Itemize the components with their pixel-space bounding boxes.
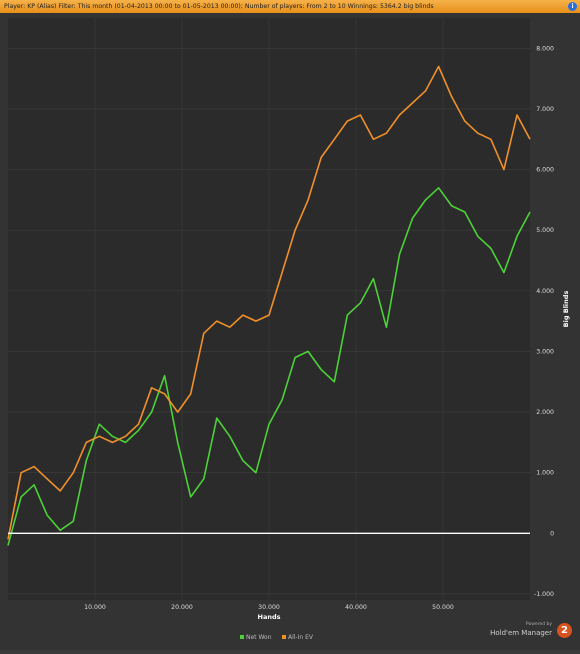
y-tick-label: 4.000: [536, 288, 554, 295]
legend-label: Net Won: [246, 634, 272, 641]
x-axis-label: Hands: [258, 613, 281, 621]
x-tick-label: 10.000: [84, 604, 106, 611]
y-tick-label: 2.000: [536, 409, 554, 416]
y-tick-label: 7.000: [536, 106, 554, 113]
y-tick-label: 0: [550, 530, 554, 537]
info-icon[interactable]: i: [568, 2, 577, 11]
legend: Net Won All-In EV: [240, 634, 314, 641]
brand-name: Hold'em Manager: [490, 629, 552, 637]
grid: [8, 18, 530, 600]
chart-area: -1.000 0 1.000 2.000 3.000 4.000 5.000 6.000 7.0…: [0, 13, 580, 650]
series-line-all-in-ev: [7, 65, 531, 540]
x-tick-label: 30.000: [258, 604, 280, 611]
y-tick-label: 8.000: [536, 45, 554, 52]
graph-svg: -1.000 0 1.000 2.000 3.000 4.000 5.000 6.000 7.0…: [7, 18, 570, 641]
x-tick-label: 20.000: [171, 604, 193, 611]
powered-by-text: Powered by: [525, 622, 552, 627]
legend-label: All-In EV: [288, 634, 314, 641]
branding: Powered by Hold'em Manager 2: [482, 622, 572, 644]
x-axis-ticks: 10.000 20.000 30.000 40.000 50.000: [84, 604, 454, 611]
y-tick-label: 1.000: [536, 470, 554, 477]
x-tick-label: 40.000: [345, 604, 367, 611]
page-title: Player: KP (Alias) Filter: This month (0…: [4, 3, 434, 10]
hem2-logo-icon: 2: [557, 623, 572, 638]
header-bar: Player: KP (Alias) Filter: This month (0…: [0, 0, 580, 13]
series-line-net-won: [7, 187, 531, 546]
y-tick-label: 3.000: [536, 348, 554, 355]
y-tick-label: -1.000: [534, 591, 554, 598]
y-axis-label: Big Blinds: [562, 291, 570, 328]
series-lines: [7, 65, 531, 546]
y-tick-label: 5.000: [536, 227, 554, 234]
legend-swatch: [240, 635, 244, 639]
y-axis-ticks: -1.000 0 1.000 2.000 3.000 4.000 5.000 6.000 7.0…: [534, 45, 554, 598]
y-tick-label: 6.000: [536, 167, 554, 174]
x-tick-label: 50.000: [432, 604, 454, 611]
legend-swatch: [282, 635, 286, 639]
